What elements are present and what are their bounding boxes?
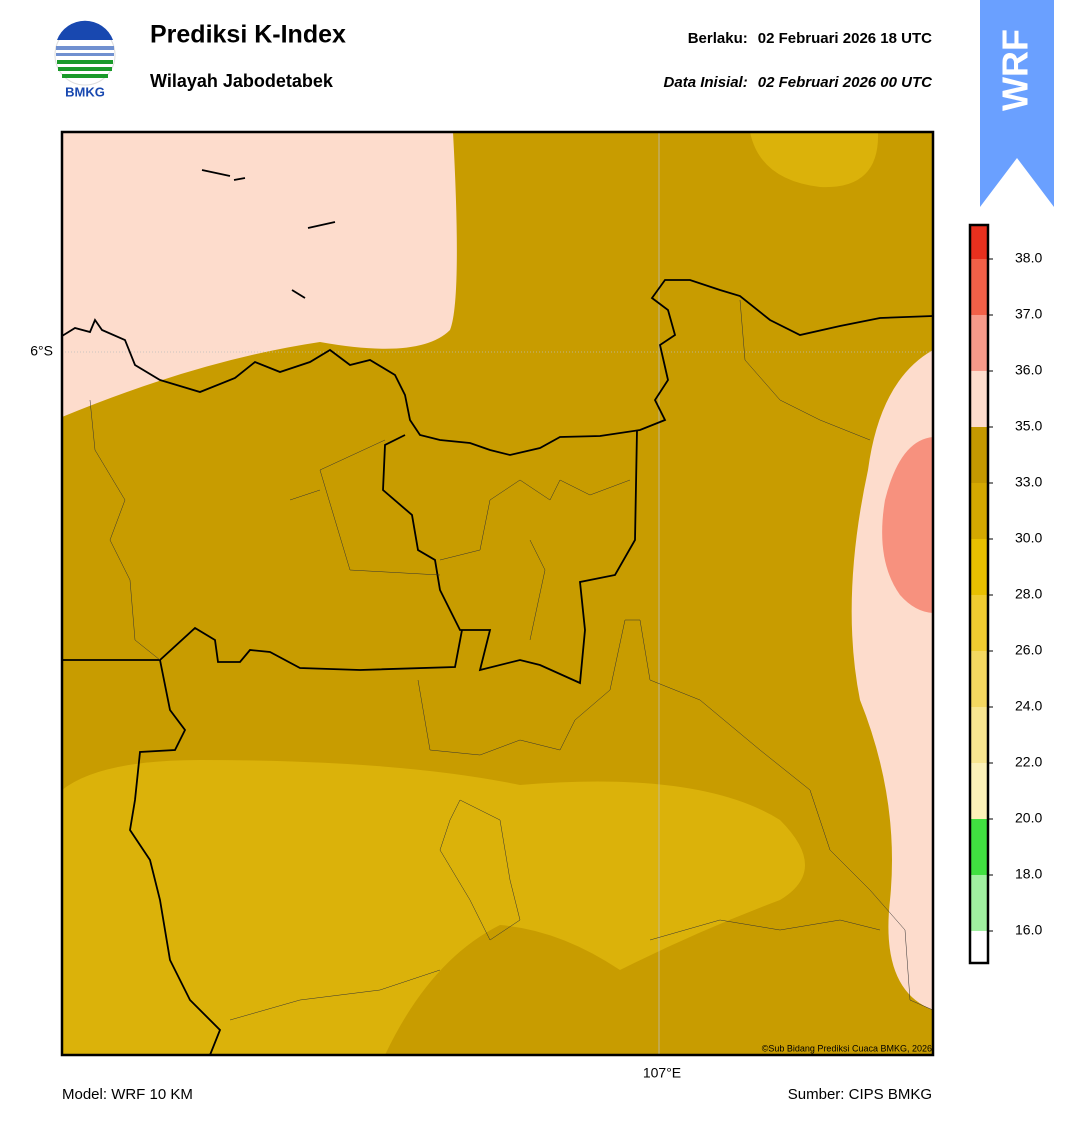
badge <box>980 0 1054 207</box>
colorbar-swatch <box>970 427 988 483</box>
colorbar-label: 38.0 <box>1015 250 1042 266</box>
lon-label: 107°E <box>643 1065 681 1081</box>
colorbar-label: 18.0 <box>1015 866 1042 882</box>
colorbar-swatch <box>970 259 988 315</box>
init-time: Data Inisial: 02 Februari 2026 00 UTC <box>664 74 934 91</box>
colorbar-swatch <box>970 225 988 259</box>
coastline <box>62 169 933 1055</box>
lat-label: 6°S <box>30 343 53 359</box>
subtitle: Wilayah Jabodetabek <box>150 71 334 91</box>
colorbar-label: 33.0 <box>1015 474 1042 490</box>
colorbar-label: 20.0 <box>1015 810 1042 826</box>
colorbar-label: 24.0 <box>1015 698 1042 714</box>
colorbar: 38.0 37.0 36.0 35.0 33.0 30.0 28.0 26.0 24.0 22.0… <box>968 223 1042 965</box>
badge-text: WRF <box>995 29 1036 111</box>
colorbar-swatch <box>970 651 988 707</box>
colorbar-label: 26.0 <box>1015 642 1042 658</box>
init-label: Data Inisial: <box>664 74 748 91</box>
boundary <box>89 299 933 1021</box>
colorbar-swatch <box>970 819 988 875</box>
logo-text: BMKG <box>65 84 105 99</box>
colorbar-label: 36.0 <box>1015 362 1042 378</box>
credit: ©Sub Bidang Prediksi Cuaca BMKG, 2026 <box>762 1043 932 1053</box>
map <box>62 132 933 1055</box>
colorbar-swatch <box>970 931 988 963</box>
field-low <box>62 132 457 417</box>
colorbar-swatch <box>970 875 988 931</box>
map-frame <box>60 130 935 1057</box>
colorbar-swatch <box>970 707 988 763</box>
field-mid <box>62 760 805 1055</box>
colorbar-swatch <box>970 371 988 427</box>
colorbar-label: 35.0 <box>1015 418 1042 434</box>
valid-time: Berlaku: 02 Februari 2026 18 UTC <box>688 30 932 47</box>
colorbar-swatch <box>970 763 988 819</box>
colorbar-swatch <box>970 539 988 595</box>
colorbar-swatch <box>970 315 988 371</box>
colorbar-swatch <box>970 595 988 651</box>
colorbar-label: 28.0 <box>1015 586 1042 602</box>
footer-source: Sumber: CIPS BMKG <box>788 1086 932 1103</box>
colorbar-label: 16.0 <box>1015 922 1042 938</box>
colorbar-label: 30.0 <box>1015 530 1042 546</box>
valid-value: 02 Februari 2026 18 UTC <box>758 30 932 47</box>
colorbar-frame <box>968 223 990 965</box>
valid-label: Berlaku: <box>688 30 748 47</box>
colorbar-label: 37.0 <box>1015 306 1042 322</box>
title: Prediksi K-Index <box>150 21 346 49</box>
field-mid <box>750 132 879 188</box>
colorbar-swatch <box>970 483 988 539</box>
footer-model: Model: WRF 10 KM <box>62 1086 193 1103</box>
colorbar-label: 22.0 <box>1015 754 1042 770</box>
field-high <box>882 437 933 613</box>
logo: BMKG <box>54 20 116 99</box>
init-value: 02 Februari 2026 00 UTC <box>758 74 933 91</box>
